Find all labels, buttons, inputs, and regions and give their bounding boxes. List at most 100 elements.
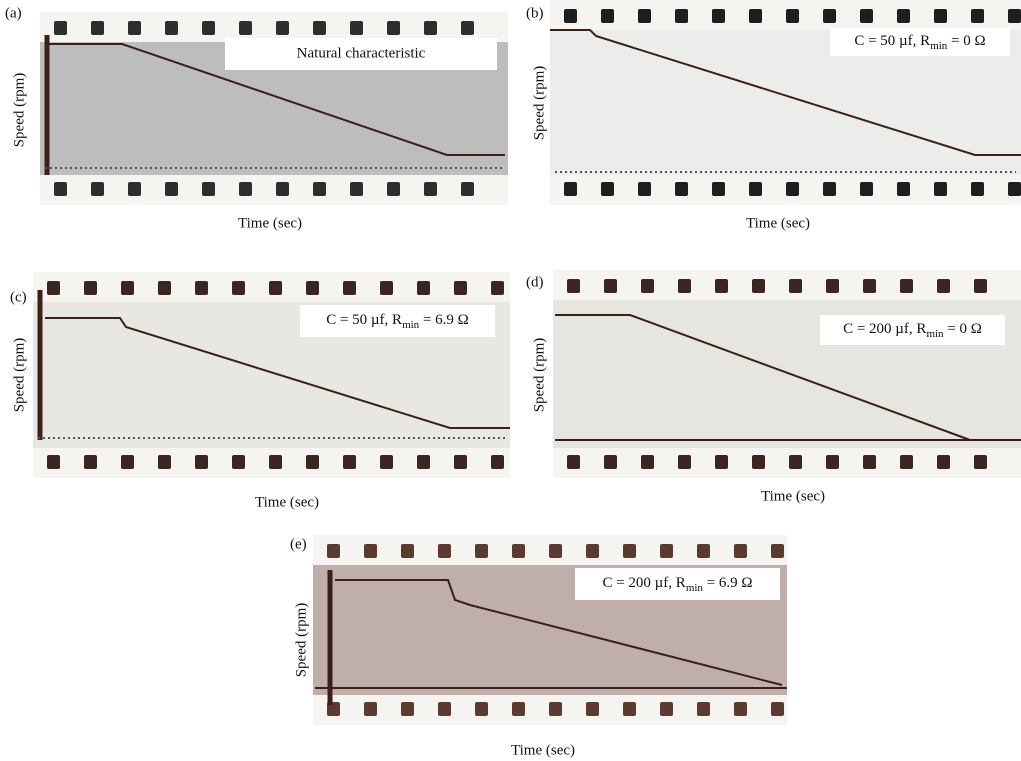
sprocket-hole [121,455,134,469]
x-axis-label: Time (sec) [761,488,825,504]
sprocket-hole [128,21,141,35]
sprocket-hole [512,702,525,716]
annotation: C = 200 µf, Rmin = 6.9 Ω [602,575,752,593]
sprocket-hole [350,21,363,35]
sprocket-hole [604,455,617,469]
sprocket-hole [454,455,467,469]
sprocket-hole [712,182,725,196]
sprocket-hole [417,455,430,469]
sprocket-hole [771,702,784,716]
sprocket-hole [512,544,525,558]
sprocket-hole [752,455,765,469]
sprocket-hole [364,702,377,716]
annotation: C = 50 µf, Rmin = 6.9 Ω [326,312,469,330]
sprocket-hole [675,182,688,196]
sprocket-hole [712,9,725,23]
sprocket-hole [239,21,252,35]
sprocket-hole [165,182,178,196]
sprocket-hole [91,182,104,196]
sprocket-hole [269,281,282,295]
annotation-text: = 0 Ω [947,33,985,49]
sprocket-hole [475,702,488,716]
panel-label: (d) [526,274,544,290]
sprocket-hole [549,702,562,716]
sprocket-hole [771,544,784,558]
sprocket-hole [660,702,673,716]
sprocket-hole [306,455,319,469]
sprocket-hole [91,21,104,35]
panel: C = 50 µf, Rmin = 6.9 Ω(c)Speed (rpm)Tim… [10,272,510,510]
sprocket-hole [934,9,947,23]
sprocket-hole [897,182,910,196]
sprocket-hole [454,281,467,295]
panel: C = 200 µf, Rmin = 6.9 Ω(e)Speed (rpm)Ti… [290,535,787,758]
sprocket-hole [158,281,171,295]
sprocket-hole [863,279,876,293]
sprocket-hole [697,702,710,716]
sprocket-hole [475,544,488,558]
sprocket-hole [823,9,836,23]
sprocket-hole [47,281,60,295]
sprocket-hole [401,702,414,716]
sprocket-hole [387,21,400,35]
annotation: Natural characteristic [297,45,426,61]
sprocket-hole [343,455,356,469]
figure: Natural characteristic(a)Speed (rpm)Time… [0,0,1021,761]
sprocket-hole [564,182,577,196]
annotation-subscript: min [402,319,420,331]
sprocket-hole [937,455,950,469]
x-axis-label: Time (sec) [746,215,810,231]
panel: C = 200 µf, Rmin = 0 Ω (d) Speed (rpm) Time… [526,270,1021,504]
sprocket-hole [202,21,215,35]
y-axis-label: Speed (rpm) [11,338,27,413]
sprocket-hole [826,455,839,469]
panel: Natural characteristic(a)Speed (rpm)Time… [5,5,508,231]
sprocket-hole [638,182,651,196]
sprocket-hole [1008,182,1021,196]
sprocket-hole [195,281,208,295]
sprocket-hole [786,9,799,23]
sprocket-hole [789,279,802,293]
sprocket-hole [826,279,839,293]
annotation-text: = 6.9 Ω [419,312,469,328]
sprocket-hole [678,455,691,469]
sprocket-hole [900,279,913,293]
sprocket-hole [638,9,651,23]
sprocket-hole [327,544,340,558]
sprocket-hole [678,279,691,293]
sprocket-hole [313,21,326,35]
sprocket-hole [84,281,97,295]
sprocket-hole [54,182,67,196]
panel-label: (c) [10,289,27,305]
panel-label: (b) [526,5,544,21]
sprocket-hole [697,544,710,558]
sprocket-hole [491,281,504,295]
sprocket-hole [734,544,747,558]
annotation: C = 200 µf, Rmin = 0 Ω [843,321,982,339]
annotation-text: C = 50 µf, R [326,312,402,328]
sprocket-hole [424,182,437,196]
y-axis-label: Speed (rpm) [531,338,547,413]
sprocket-hole [601,182,614,196]
sprocket-hole [232,281,245,295]
sprocket-hole [121,281,134,295]
sprocket-hole [350,182,363,196]
y-axis-label: Speed (rpm) [531,66,547,141]
sprocket-hole [195,455,208,469]
sprocket-hole [313,182,326,196]
sprocket-hole [734,702,747,716]
sprocket-hole [567,455,580,469]
annotation-text: C = 200 µf, R [843,321,926,337]
sprocket-hole [623,544,636,558]
sprocket-hole [165,21,178,35]
sprocket-hole [461,21,474,35]
sprocket-hole [269,455,282,469]
sprocket-hole [641,279,654,293]
sprocket-hole [84,455,97,469]
annotation-text: C = 200 µf, R [602,575,685,591]
sprocket-hole [232,455,245,469]
x-axis-label: Time (sec) [511,742,575,758]
sprocket-hole [306,281,319,295]
sprocket-hole [897,9,910,23]
sprocket-hole [276,182,289,196]
